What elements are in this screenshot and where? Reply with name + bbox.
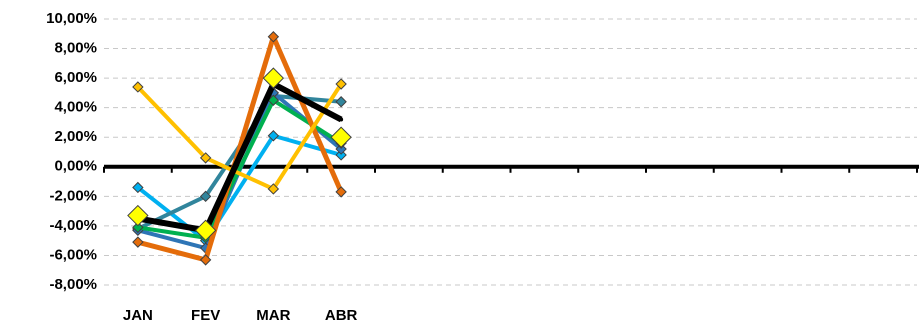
marker: [267, 31, 280, 43]
y-tick-label: 6,00%: [54, 69, 97, 86]
y-tick-label: -8,00%: [49, 276, 97, 293]
marker: [335, 143, 347, 155]
series-line: [136, 82, 343, 191]
marker: [199, 190, 212, 203]
marker: [199, 152, 212, 164]
marker: [335, 186, 347, 198]
y-tick-label: -4,00%: [49, 217, 97, 234]
y-tick-label: 4,00%: [54, 99, 97, 116]
y-tick-label: -6,00%: [49, 246, 97, 263]
series-line: [137, 98, 343, 240]
series-line: [137, 34, 344, 263]
y-tick-label: 0,00%: [54, 158, 97, 175]
x-tick-label: JAN: [123, 307, 153, 324]
marker: [132, 181, 144, 194]
y-tick-label: 8,00%: [54, 40, 97, 57]
marker: [132, 221, 144, 234]
marker: [127, 204, 149, 227]
marker: [330, 126, 352, 148]
marker: [267, 94, 280, 106]
x-tick-label: FEV: [191, 307, 220, 324]
series-line: [137, 81, 343, 234]
marker: [199, 254, 212, 266]
x-tick-label: ABR: [325, 307, 358, 324]
y-tick-label: 2,00%: [54, 128, 97, 145]
y-tick-label: 10,00%: [46, 10, 97, 27]
x-tick-label: MAR: [256, 307, 290, 324]
marker: [335, 149, 347, 161]
marker: [267, 130, 280, 142]
marker: [267, 183, 280, 195]
marker: [339, 117, 344, 122]
marker: [194, 219, 217, 242]
marker: [262, 67, 285, 89]
y-tick-label: -2,00%: [49, 187, 97, 204]
marker: [335, 78, 347, 90]
marker: [132, 236, 144, 248]
marker: [132, 81, 144, 93]
marker: [335, 96, 347, 108]
